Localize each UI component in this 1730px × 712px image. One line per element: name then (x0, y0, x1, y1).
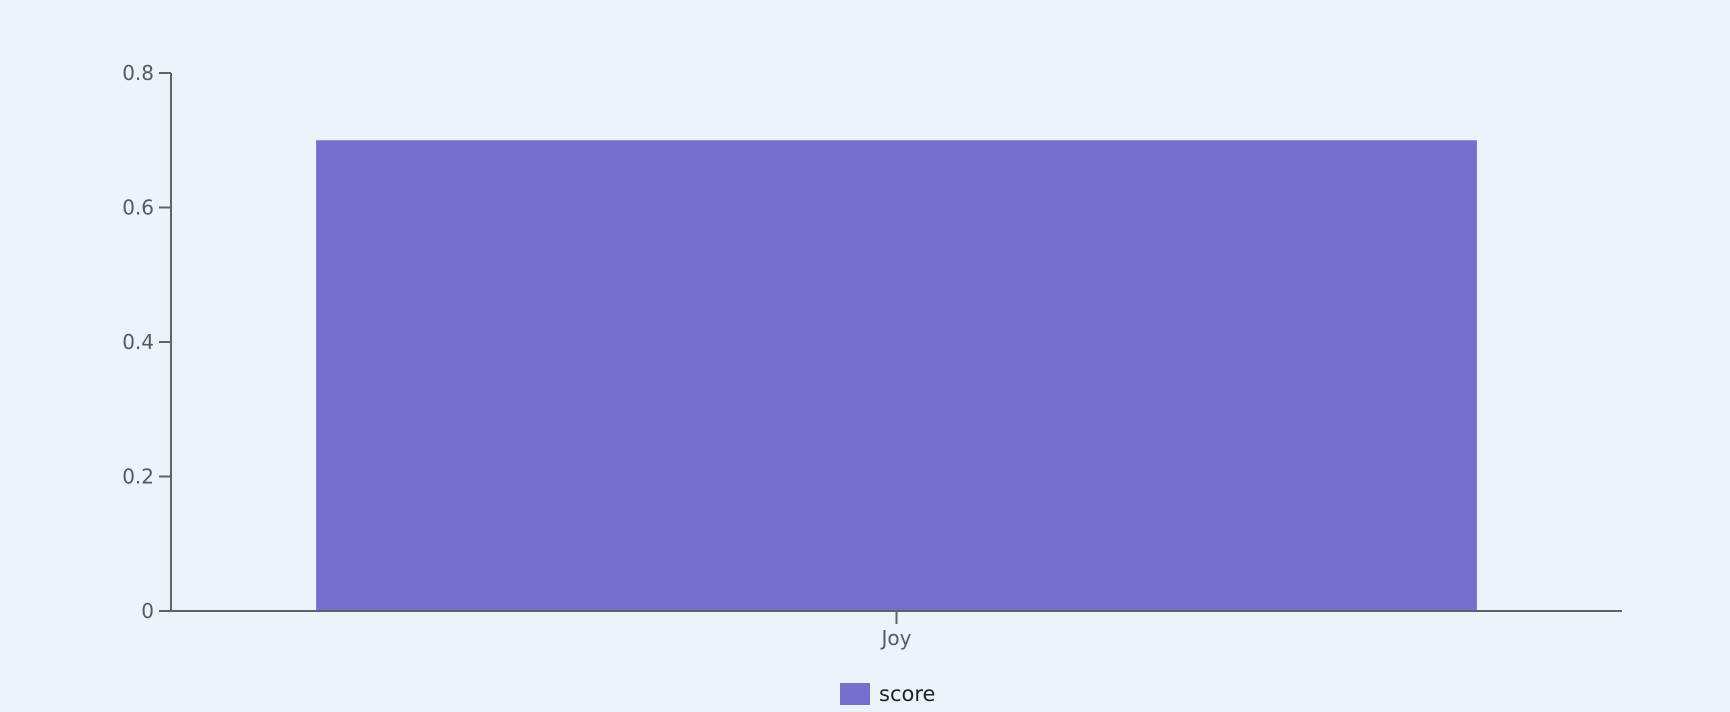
x-axis: Joy (171, 611, 1622, 650)
bar-joy[interactable] (316, 140, 1477, 611)
y-axis: 0 0.2 0.4 0.6 0.8 (122, 61, 171, 623)
y-tick-label: 0.6 (122, 196, 154, 220)
bars-group (316, 140, 1477, 611)
y-tick-label: 0.4 (122, 330, 154, 354)
legend: score (840, 682, 935, 706)
x-tick-label: Joy (880, 626, 912, 650)
y-tick-label: 0.2 (122, 465, 154, 489)
y-tick-label: 0 (141, 599, 154, 623)
legend-swatch (840, 683, 870, 705)
y-tick-label: 0.8 (122, 61, 154, 85)
legend-label: score (879, 682, 935, 706)
